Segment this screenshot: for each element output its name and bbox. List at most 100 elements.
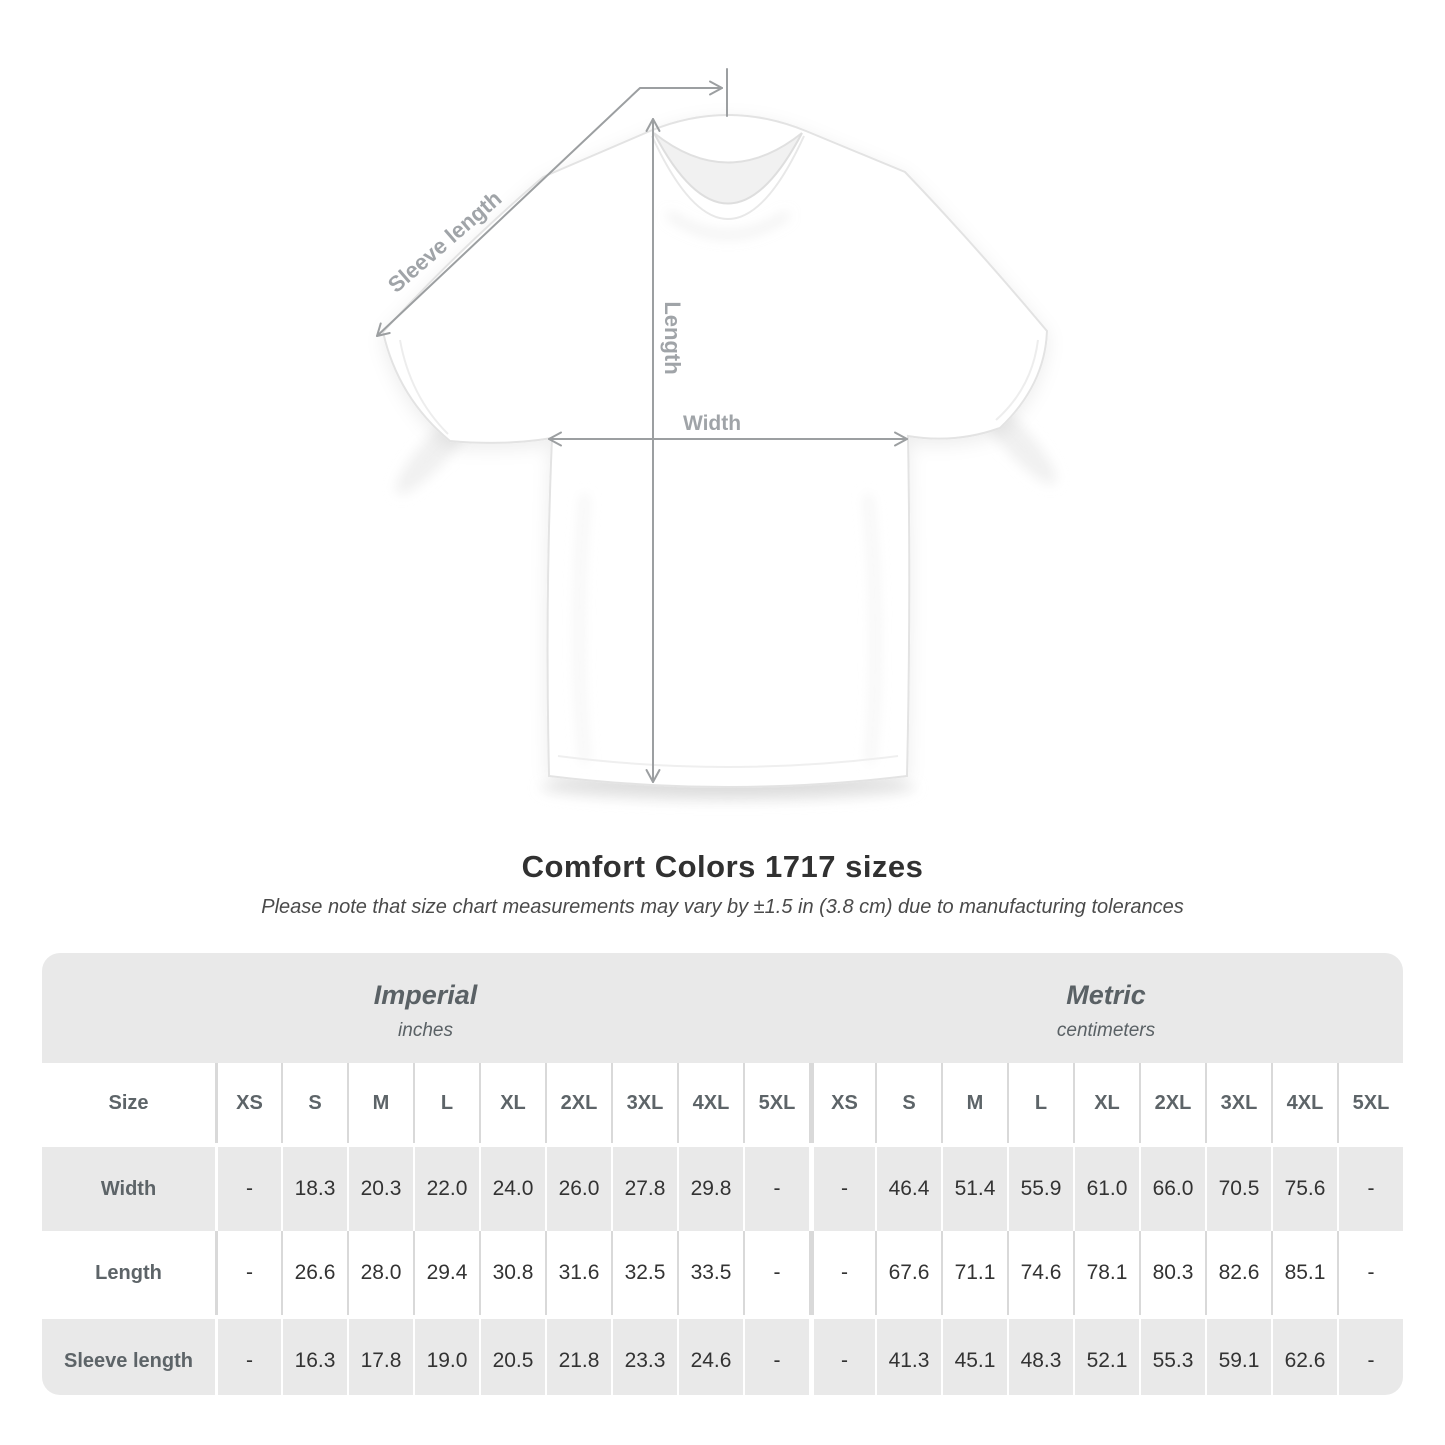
- size-header-cell: S: [281, 1063, 347, 1143]
- value-cell: 55.9: [1007, 1143, 1073, 1231]
- value-cell: 51.4: [941, 1143, 1007, 1231]
- value-cell: -: [1337, 1315, 1403, 1395]
- value-cell: 29.8: [677, 1143, 743, 1231]
- tshirt-measurement-diagram: Sleeve length Length Width: [376, 68, 1057, 801]
- value-cell: 61.0: [1073, 1143, 1139, 1231]
- value-cell: 80.3: [1139, 1231, 1205, 1315]
- metric-unit: centimeters: [1056, 1020, 1156, 1041]
- table-row-sleeve-length: Sleeve length - 16.3 17.8 19.0 20.5 21.8…: [42, 1315, 1403, 1395]
- value-cell: 22.0: [413, 1143, 479, 1231]
- value-cell: 21.8: [545, 1315, 611, 1395]
- value-cell: 41.3: [875, 1315, 941, 1395]
- value-cell: 32.5: [611, 1231, 677, 1315]
- row-label: Sleeve length: [42, 1315, 215, 1395]
- width-label: Width: [682, 412, 742, 435]
- value-cell: 19.0: [413, 1315, 479, 1395]
- value-cell: 30.8: [479, 1231, 545, 1315]
- row-label: Length: [42, 1231, 215, 1315]
- value-cell: -: [1337, 1231, 1403, 1315]
- value-cell: 26.0: [545, 1143, 611, 1231]
- value-cell: -: [743, 1231, 809, 1315]
- value-cell: -: [809, 1143, 875, 1231]
- value-cell: 55.3: [1139, 1315, 1205, 1395]
- size-header-cell: XS: [215, 1063, 281, 1143]
- value-cell: -: [215, 1231, 281, 1315]
- size-header-cell: 5XL: [1337, 1063, 1403, 1143]
- left-cuff-seam: [399, 339, 449, 435]
- table-row-length: Length - 26.6 28.0 29.4 30.8 31.6 32.5 3…: [42, 1231, 1403, 1315]
- length-arrowhead-bottom: [645, 769, 661, 783]
- value-cell: 48.3: [1007, 1315, 1073, 1395]
- size-header-cell: XS: [809, 1063, 875, 1143]
- value-cell: 28.0: [347, 1231, 413, 1315]
- value-cell: 70.5: [1205, 1143, 1271, 1231]
- length-arrowhead-top: [645, 118, 661, 132]
- width-arrowhead-right: [894, 431, 908, 447]
- metric-section-header: Metric centimeters: [809, 953, 1403, 1063]
- collar-front-neckline: [653, 132, 803, 205]
- tshirt-body: [381, 114, 1049, 788]
- sleeve-arrowhead-end: [376, 322, 391, 337]
- value-cell: 46.4: [875, 1143, 941, 1231]
- value-cell: 26.6: [281, 1231, 347, 1315]
- collar-band-seam: [651, 135, 805, 220]
- collar-shadow: [666, 211, 790, 238]
- size-header-cell: M: [941, 1063, 1007, 1143]
- value-cell: 71.1: [941, 1231, 1007, 1315]
- value-cell: 29.4: [413, 1231, 479, 1315]
- right-cuff-seam: [995, 339, 1039, 421]
- value-cell: -: [809, 1231, 875, 1315]
- value-cell: -: [809, 1315, 875, 1395]
- size-header-cell: 4XL: [1271, 1063, 1337, 1143]
- size-header-cell: 2XL: [1139, 1063, 1205, 1143]
- size-header-cell: XL: [479, 1063, 545, 1143]
- size-table-container: Imperial inches Metric centimeters Size …: [42, 953, 1403, 1395]
- metric-title: Metric: [1066, 980, 1146, 1010]
- value-cell: 16.3: [281, 1315, 347, 1395]
- value-cell: 74.6: [1007, 1231, 1073, 1315]
- sleeve-measure-line: [376, 87, 723, 337]
- value-cell: -: [215, 1143, 281, 1231]
- size-header-cell: L: [1007, 1063, 1073, 1143]
- value-cell: 52.1: [1073, 1315, 1139, 1395]
- value-cell: 24.6: [677, 1315, 743, 1395]
- size-header-cell: S: [875, 1063, 941, 1143]
- size-header-cell: L: [413, 1063, 479, 1143]
- fabric-folds: [576, 211, 879, 763]
- value-cell: -: [215, 1315, 281, 1395]
- measurement-arrows: [376, 68, 908, 783]
- value-cell: 67.6: [875, 1231, 941, 1315]
- size-header-cell: 4XL: [677, 1063, 743, 1143]
- size-header-cell: M: [347, 1063, 413, 1143]
- hem-seam: [557, 755, 899, 768]
- value-cell: 45.1: [941, 1315, 1007, 1395]
- row-label: Width: [42, 1143, 215, 1231]
- value-cell: 20.5: [479, 1315, 545, 1395]
- value-cell: 33.5: [677, 1231, 743, 1315]
- value-cell: -: [743, 1315, 809, 1395]
- size-table: Imperial inches Metric centimeters Size …: [42, 953, 1403, 1395]
- fold-left: [576, 494, 588, 763]
- value-cell: 66.0: [1139, 1143, 1205, 1231]
- value-cell: 24.0: [479, 1143, 545, 1231]
- size-header-cell: 2XL: [545, 1063, 611, 1143]
- tolerance-note: Please note that size chart measurements…: [261, 896, 1184, 918]
- value-cell: 59.1: [1205, 1315, 1271, 1395]
- size-header-cell: 3XL: [1205, 1063, 1271, 1143]
- value-cell: 82.6: [1205, 1231, 1271, 1315]
- sleeve-arrowhead-right: [709, 80, 723, 96]
- imperial-unit: inches: [398, 1020, 453, 1041]
- value-cell: 23.3: [611, 1315, 677, 1395]
- imperial-section-header: Imperial inches: [42, 953, 809, 1063]
- value-cell: -: [1337, 1143, 1403, 1231]
- page-title: Comfort Colors 1717 sizes: [521, 849, 924, 884]
- size-header-row: Size XS S M L XL 2XL 3XL 4XL 5XL XS S M …: [42, 1063, 1403, 1143]
- width-arrowhead-left: [548, 431, 562, 447]
- imperial-title: Imperial: [373, 980, 478, 1010]
- fold-right: [865, 494, 879, 763]
- collar-back-seam: [653, 132, 803, 164]
- value-cell: 78.1: [1073, 1231, 1139, 1315]
- size-header-cell: 3XL: [611, 1063, 677, 1143]
- size-header-cell: 5XL: [743, 1063, 809, 1143]
